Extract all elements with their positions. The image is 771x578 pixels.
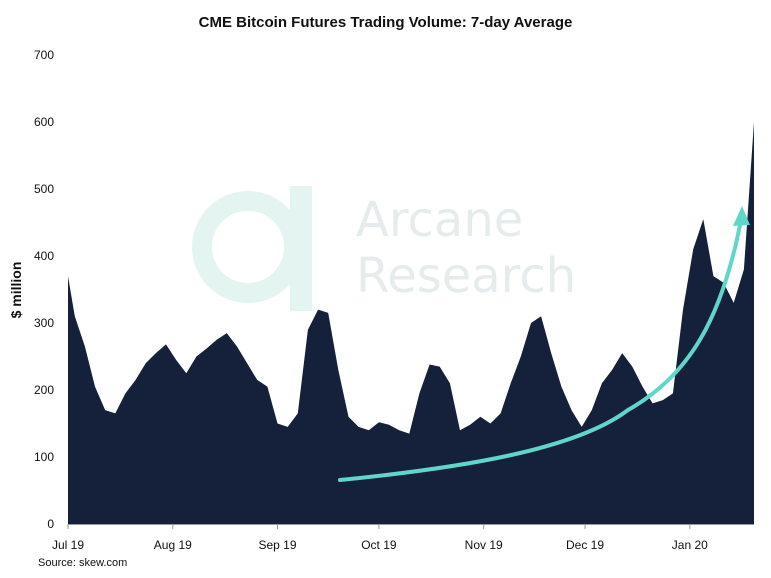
y-tick-label: 300 bbox=[34, 316, 54, 330]
y-axis: 0 100 200 300 400 500 600 700 bbox=[34, 48, 54, 531]
watermark-logo-bar bbox=[290, 186, 312, 311]
x-tick-label: Dec 19 bbox=[566, 538, 604, 552]
y-tick-label: 100 bbox=[34, 450, 54, 464]
x-tick-label: Jul 19 bbox=[52, 538, 84, 552]
y-tick-label: 500 bbox=[34, 182, 54, 196]
data-point bbox=[732, 301, 735, 304]
data-point bbox=[540, 315, 543, 318]
data-point bbox=[428, 363, 431, 366]
data-point bbox=[560, 385, 563, 388]
source-note: Source: skew.com bbox=[38, 557, 128, 569]
y-tick-label: 700 bbox=[34, 48, 54, 62]
data-point bbox=[580, 425, 583, 428]
data-point bbox=[144, 362, 147, 365]
data-point bbox=[671, 392, 674, 395]
data-point bbox=[83, 345, 86, 348]
data-point bbox=[570, 409, 573, 412]
data-point bbox=[67, 275, 70, 278]
x-tick-label: Nov 19 bbox=[465, 538, 503, 552]
x-axis: Jul 19 Aug 19 Sep 19 Oct 19 Nov 19 Dec 19 Jan … bbox=[52, 524, 754, 552]
data-point bbox=[246, 362, 249, 365]
data-point bbox=[195, 355, 198, 358]
data-point bbox=[134, 378, 137, 381]
data-point bbox=[408, 432, 411, 435]
data-point bbox=[418, 392, 421, 395]
y-tick-label: 600 bbox=[34, 115, 54, 129]
data-point bbox=[651, 402, 654, 405]
data-point bbox=[519, 355, 522, 358]
data-point bbox=[661, 399, 664, 402]
data-point bbox=[114, 412, 117, 415]
data-point bbox=[712, 275, 715, 278]
data-point bbox=[154, 352, 157, 355]
data-point bbox=[296, 412, 299, 415]
data-point bbox=[236, 345, 239, 348]
y-tick-label: 0 bbox=[47, 517, 54, 531]
data-point bbox=[286, 425, 289, 428]
watermark-text-line-1: Arcane bbox=[356, 192, 523, 248]
data-point bbox=[104, 409, 107, 412]
watermark: Arcane Research bbox=[192, 186, 576, 311]
data-point bbox=[489, 422, 492, 425]
y-tick-label: 400 bbox=[34, 249, 54, 263]
data-point bbox=[631, 365, 634, 368]
y-axis-label: $ million bbox=[8, 262, 24, 319]
y-tick-label: 200 bbox=[34, 383, 54, 397]
data-point bbox=[641, 385, 644, 388]
data-point bbox=[388, 423, 391, 426]
data-point bbox=[530, 322, 533, 325]
data-point bbox=[337, 368, 340, 371]
data-point bbox=[367, 429, 370, 432]
data-point bbox=[347, 415, 350, 418]
data-point bbox=[276, 422, 279, 425]
trend-arrow-layer bbox=[338, 206, 750, 482]
data-point bbox=[753, 121, 756, 124]
data-point bbox=[185, 372, 188, 375]
data-point bbox=[317, 308, 320, 311]
data-point bbox=[611, 368, 614, 371]
x-tick-label: Aug 19 bbox=[154, 538, 192, 552]
series-area bbox=[68, 122, 754, 524]
data-point bbox=[94, 385, 97, 388]
data-point bbox=[742, 268, 745, 271]
data-point bbox=[621, 352, 624, 355]
data-point bbox=[702, 218, 705, 221]
watermark-text-line-2: Research bbox=[356, 248, 576, 304]
data-point bbox=[215, 338, 218, 341]
x-tick-label: Sep 19 bbox=[258, 538, 296, 552]
data-point bbox=[499, 412, 502, 415]
data-point bbox=[357, 425, 360, 428]
chart-title: CME Bitcoin Futures Trading Volume: 7-da… bbox=[198, 14, 573, 31]
data-point bbox=[469, 423, 472, 426]
data-point bbox=[175, 358, 178, 361]
x-tick-label: Oct 19 bbox=[361, 538, 397, 552]
data-point bbox=[448, 382, 451, 385]
data-point bbox=[600, 382, 603, 385]
x-tick-label: Jan 20 bbox=[672, 538, 708, 552]
trend-arrow-head bbox=[733, 206, 750, 226]
data-point bbox=[377, 421, 380, 424]
data-point bbox=[682, 308, 685, 311]
data-point bbox=[306, 328, 309, 331]
trend-arrow bbox=[338, 218, 743, 482]
data-point bbox=[398, 429, 401, 432]
data-point bbox=[692, 248, 695, 251]
data-point bbox=[590, 409, 593, 412]
data-point bbox=[459, 429, 462, 432]
data-point bbox=[550, 352, 553, 355]
area-layer bbox=[67, 121, 756, 524]
data-point bbox=[509, 382, 512, 385]
data-point bbox=[479, 415, 482, 418]
data-point bbox=[205, 347, 208, 350]
data-point bbox=[225, 332, 228, 335]
watermark-logo-ring bbox=[192, 191, 304, 303]
data-point bbox=[266, 385, 269, 388]
data-point bbox=[327, 311, 330, 314]
data-point bbox=[438, 365, 441, 368]
data-point bbox=[73, 315, 76, 318]
data-point bbox=[124, 392, 127, 395]
data-point bbox=[256, 378, 259, 381]
data-point bbox=[165, 343, 168, 346]
